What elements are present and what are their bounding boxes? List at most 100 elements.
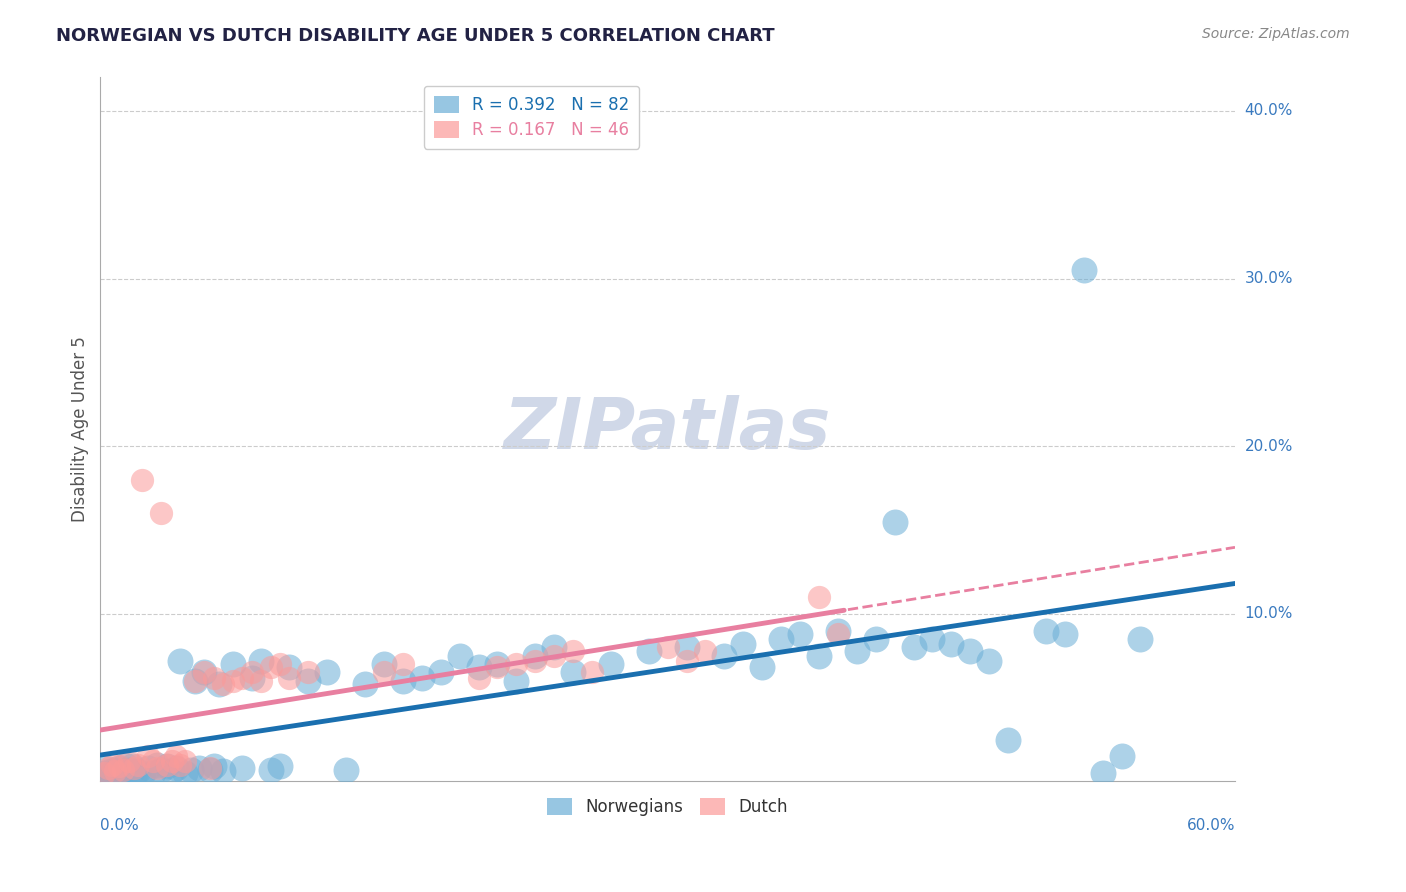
Point bbox=[212, 764, 235, 779]
Point bbox=[1111, 749, 1133, 764]
Point bbox=[93, 766, 115, 780]
Point bbox=[865, 632, 887, 646]
Point bbox=[136, 761, 159, 775]
Point bbox=[751, 660, 773, 674]
Point bbox=[524, 654, 547, 668]
Point bbox=[160, 764, 183, 779]
Point bbox=[467, 671, 489, 685]
Text: 40.0%: 40.0% bbox=[1244, 103, 1294, 119]
Text: Source: ZipAtlas.com: Source: ZipAtlas.com bbox=[1202, 27, 1350, 41]
Point bbox=[136, 749, 159, 764]
Point bbox=[198, 761, 221, 775]
Y-axis label: Disability Age Under 5: Disability Age Under 5 bbox=[72, 336, 89, 523]
Point bbox=[208, 677, 231, 691]
Point bbox=[184, 673, 207, 688]
Point bbox=[278, 660, 301, 674]
Point bbox=[979, 654, 1001, 668]
Point bbox=[807, 590, 830, 604]
Point bbox=[1035, 624, 1057, 638]
Point bbox=[827, 624, 849, 638]
Point bbox=[165, 761, 187, 775]
Point bbox=[297, 665, 319, 680]
Point bbox=[903, 640, 925, 655]
Point bbox=[131, 768, 153, 782]
Point bbox=[222, 673, 245, 688]
Point bbox=[562, 643, 585, 657]
Point bbox=[121, 759, 143, 773]
Point bbox=[845, 643, 868, 657]
Point bbox=[97, 761, 120, 775]
Point bbox=[142, 754, 165, 768]
Point bbox=[373, 657, 395, 671]
Point bbox=[505, 673, 527, 688]
Point bbox=[240, 671, 263, 685]
Text: 30.0%: 30.0% bbox=[1244, 271, 1294, 286]
Point bbox=[118, 763, 141, 777]
Point bbox=[114, 757, 136, 772]
Point bbox=[269, 657, 291, 671]
Point bbox=[155, 757, 177, 772]
Point bbox=[524, 648, 547, 663]
Point bbox=[883, 515, 905, 529]
Point bbox=[193, 665, 215, 680]
Point bbox=[105, 769, 128, 783]
Point bbox=[160, 754, 183, 768]
Point bbox=[127, 757, 149, 772]
Point bbox=[149, 506, 172, 520]
Point bbox=[124, 761, 146, 775]
Point bbox=[100, 768, 122, 782]
Point bbox=[505, 657, 527, 671]
Point bbox=[354, 677, 377, 691]
Point bbox=[392, 673, 415, 688]
Point bbox=[155, 759, 177, 773]
Point bbox=[231, 761, 253, 775]
Point bbox=[120, 766, 142, 780]
Point bbox=[108, 759, 131, 773]
Point bbox=[146, 757, 169, 772]
Point bbox=[180, 763, 202, 777]
Point bbox=[149, 763, 172, 777]
Point bbox=[959, 643, 981, 657]
Point bbox=[187, 761, 209, 775]
Point bbox=[449, 648, 471, 663]
Point bbox=[259, 763, 281, 777]
Point bbox=[165, 749, 187, 764]
Point bbox=[789, 627, 811, 641]
Point bbox=[142, 766, 165, 780]
Point bbox=[600, 657, 623, 671]
Point bbox=[212, 677, 235, 691]
Point bbox=[240, 665, 263, 680]
Point bbox=[675, 654, 697, 668]
Point bbox=[198, 763, 221, 777]
Point bbox=[657, 640, 679, 655]
Point bbox=[97, 769, 120, 783]
Text: 0.0%: 0.0% bbox=[100, 818, 139, 833]
Point bbox=[222, 657, 245, 671]
Point bbox=[316, 665, 339, 680]
Point bbox=[174, 754, 197, 768]
Point bbox=[131, 473, 153, 487]
Point bbox=[297, 673, 319, 688]
Point bbox=[733, 637, 755, 651]
Point bbox=[429, 665, 451, 680]
Text: ZIPatlas: ZIPatlas bbox=[503, 395, 831, 464]
Point bbox=[100, 757, 122, 772]
Text: 10.0%: 10.0% bbox=[1244, 607, 1294, 622]
Point bbox=[98, 764, 121, 779]
Text: 20.0%: 20.0% bbox=[1244, 439, 1294, 454]
Point bbox=[562, 665, 585, 680]
Point bbox=[411, 671, 433, 685]
Text: 60.0%: 60.0% bbox=[1187, 818, 1234, 833]
Point bbox=[184, 673, 207, 688]
Point bbox=[997, 732, 1019, 747]
Point bbox=[250, 673, 273, 688]
Point bbox=[202, 759, 225, 773]
Point bbox=[581, 665, 603, 680]
Point bbox=[713, 648, 735, 663]
Point bbox=[1073, 263, 1095, 277]
Point bbox=[202, 671, 225, 685]
Point bbox=[118, 754, 141, 768]
Point bbox=[921, 632, 943, 646]
Point bbox=[637, 643, 659, 657]
Point bbox=[392, 657, 415, 671]
